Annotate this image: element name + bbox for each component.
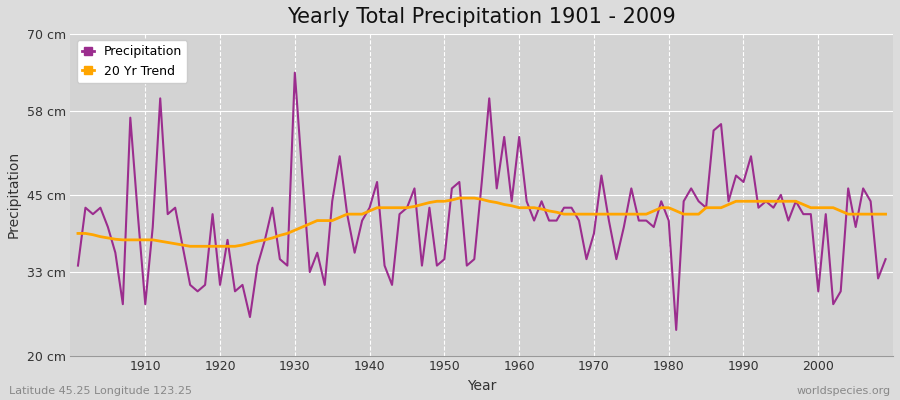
- X-axis label: Year: Year: [467, 379, 497, 393]
- Text: worldspecies.org: worldspecies.org: [796, 386, 891, 396]
- Y-axis label: Precipitation: Precipitation: [7, 151, 21, 238]
- Text: Latitude 45.25 Longitude 123.25: Latitude 45.25 Longitude 123.25: [9, 386, 192, 396]
- Legend: Precipitation, 20 Yr Trend: Precipitation, 20 Yr Trend: [76, 40, 187, 82]
- Title: Yearly Total Precipitation 1901 - 2009: Yearly Total Precipitation 1901 - 2009: [287, 7, 676, 27]
